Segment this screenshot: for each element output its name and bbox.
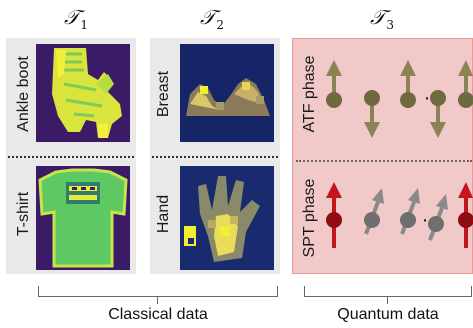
spin-tilted-arrow xyxy=(364,188,384,235)
quantum-data-label: Quantum data xyxy=(337,306,439,323)
label-t-shirt: T-shirt xyxy=(15,191,32,237)
spin-up-red-arrow xyxy=(326,182,342,248)
task-subscript: 1 xyxy=(80,18,88,32)
task-label-1: 𝒯1 xyxy=(46,6,106,36)
quantum-bracket xyxy=(304,286,472,297)
hand-image xyxy=(180,166,274,270)
spin-up-arrow xyxy=(400,60,416,108)
spin-tilted-arrow xyxy=(400,188,420,235)
spin-down-arrow xyxy=(430,90,446,138)
quantum-bracket-tip xyxy=(387,296,388,304)
spin-up-arrow xyxy=(326,60,342,108)
classical-bracket xyxy=(38,286,278,297)
spt-spin-chain: ⋯ xyxy=(326,182,473,248)
spin-up-red-arrow xyxy=(458,182,473,248)
spin-tilted-arrow xyxy=(428,194,448,241)
task-symbol: 𝒯 xyxy=(370,5,386,29)
task-subscript: 2 xyxy=(216,18,224,32)
breast-image xyxy=(180,44,274,142)
quantum-panel xyxy=(292,38,473,274)
label-breast: Breast xyxy=(155,70,172,118)
quantum-divider xyxy=(296,160,472,162)
task-symbol: 𝒯 xyxy=(200,5,216,29)
spin-up-arrow xyxy=(458,60,473,108)
task-label-3: 𝒯3 xyxy=(352,6,412,36)
classical-data-label: Classical data xyxy=(108,306,208,323)
label-ankle-boot: Ankle boot xyxy=(15,56,32,132)
label-hand: Hand xyxy=(155,194,172,234)
fashion-divider xyxy=(8,156,134,158)
label-spt-phase: SPT phase xyxy=(301,178,318,258)
medical-divider xyxy=(152,156,278,158)
task-symbol: 𝒯 xyxy=(64,5,80,29)
classical-bracket-tip xyxy=(157,296,158,304)
t-shirt-image xyxy=(36,166,130,270)
atf-spin-chain: ⋯ xyxy=(326,60,473,138)
task-subscript: 3 xyxy=(386,18,394,32)
spin-down-arrow xyxy=(364,90,380,138)
label-atf-phase: ATF phase xyxy=(301,55,318,133)
task-label-2: 𝒯2 xyxy=(182,6,242,36)
ankle-boot-image xyxy=(36,44,130,142)
